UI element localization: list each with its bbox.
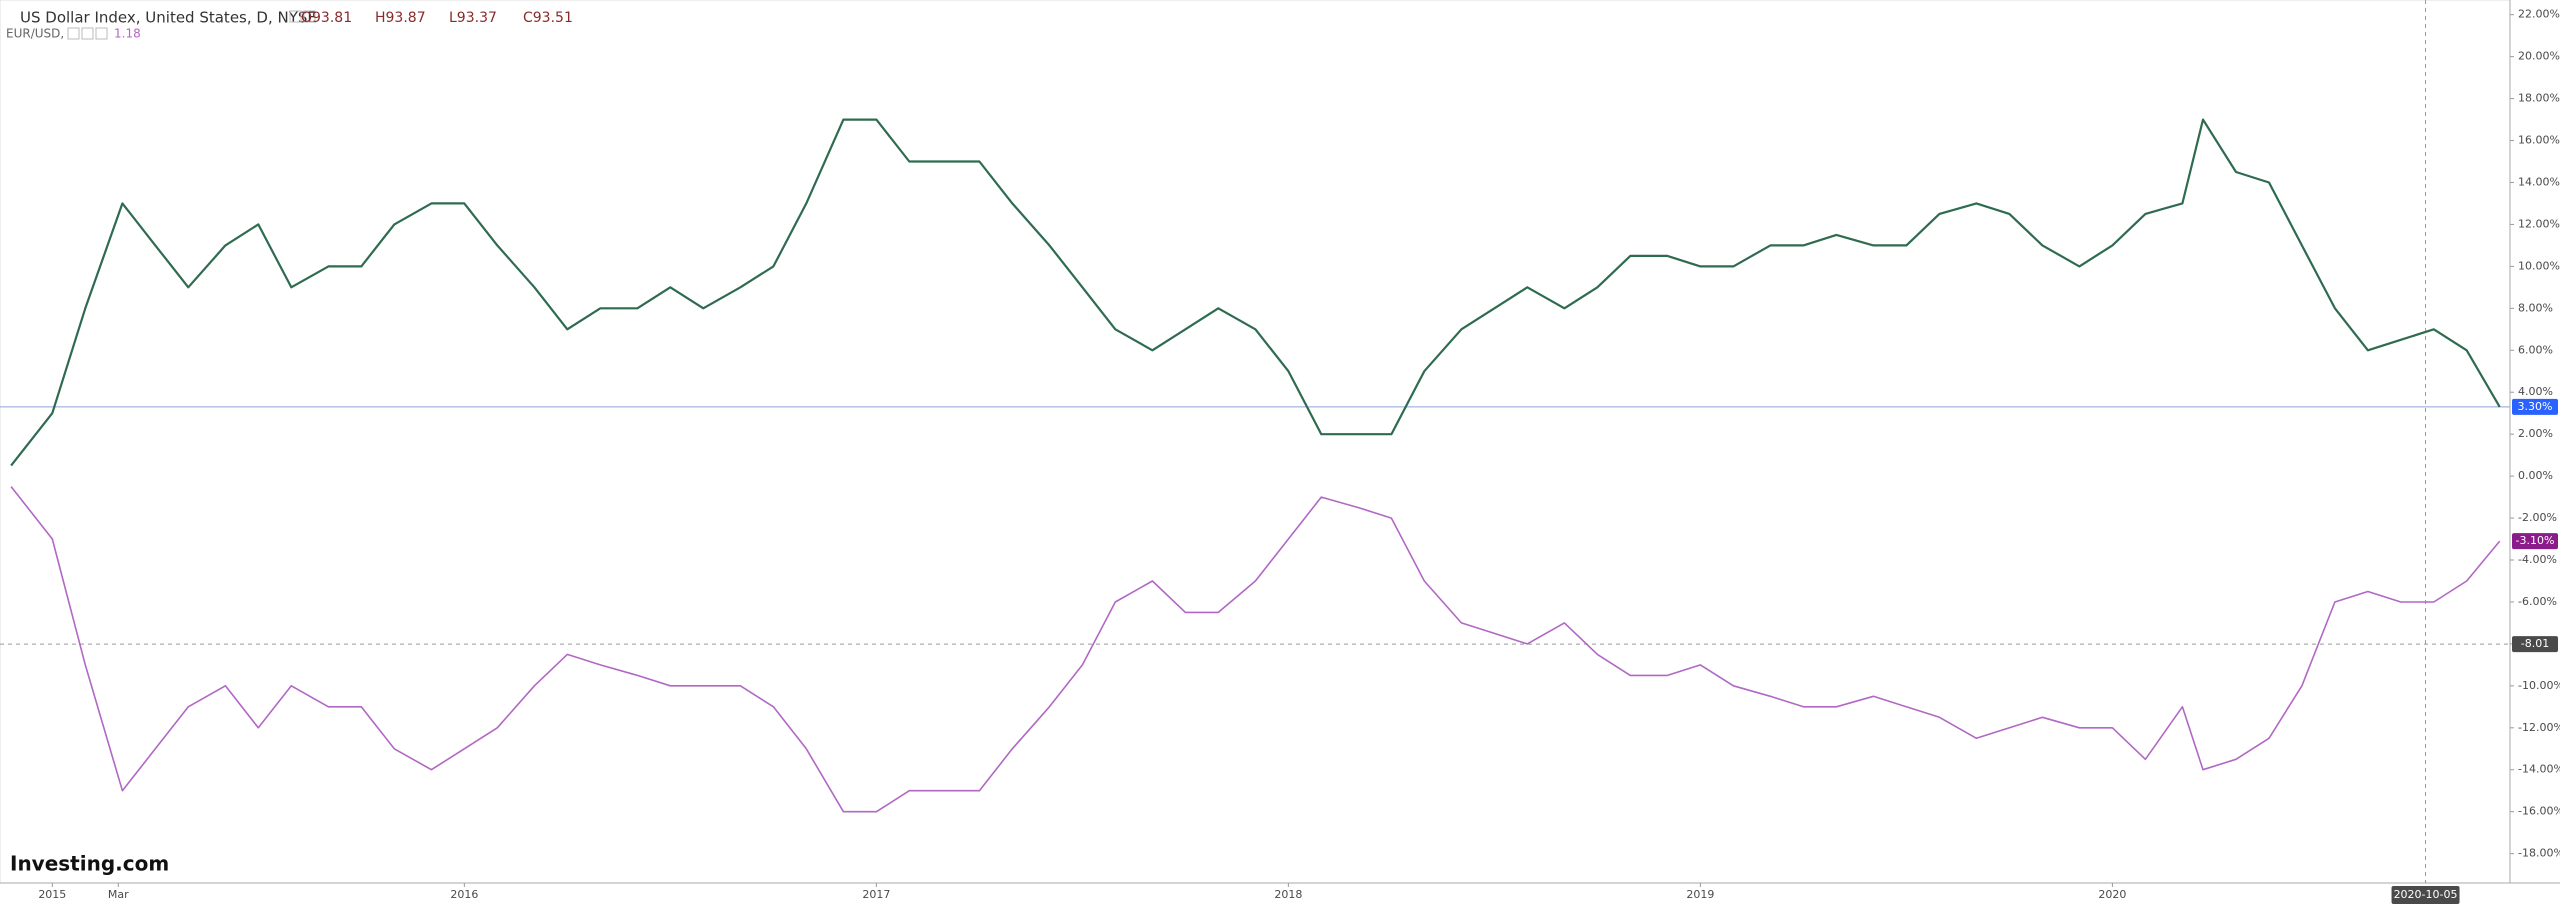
y-tick-label: 22.00% [2518,8,2560,21]
y-tick-label: 4.00% [2518,385,2553,398]
y-tick-label: -14.00% [2518,763,2560,776]
y-tick-label: 18.00% [2518,92,2560,105]
plot-area [0,0,2511,884]
eye-icon[interactable] [67,27,80,40]
y-tick-label: 16.00% [2518,134,2560,147]
y-tick-label: 6.00% [2518,343,2553,356]
x-tick-label: 2016 [450,888,478,901]
ohlc-label: O93.81 [301,10,352,26]
series-line [10,118,2501,467]
settings-icon[interactable] [303,10,316,23]
x-tick-label: 2015 [38,888,66,901]
remove-icon[interactable] [95,27,108,40]
y-tick-label: 14.00% [2518,175,2560,188]
y-tick-label: -16.00% [2518,805,2560,818]
y-tick-label: -12.00% [2518,721,2560,734]
y-tick-label: 12.00% [2518,217,2560,230]
settings-icon[interactable] [81,27,94,40]
x-tick-label: 2019 [1686,888,1714,901]
ohlc-label: H93.87 [375,10,426,26]
last-value-tag [2512,533,2558,550]
y-tick-label: -4.00% [2518,553,2557,566]
compare-label: EUR/USD, [6,27,64,41]
x-tick-label: 2017 [862,888,890,901]
eye-icon[interactable] [289,10,302,23]
last-value-tag [2512,398,2558,415]
y-tick-label: 0.00% [2518,469,2553,482]
y-tick-label: 2.00% [2518,427,2553,440]
x-tick-label: 2020 [2098,888,2126,901]
crosshair-y-label: -8.01 [2521,637,2549,650]
ohlc-label: L93.37 [449,10,497,26]
y-tick-label: -18.00% [2518,847,2560,860]
y-tick-label: 20.00% [2518,50,2560,63]
last-value-label: 3.30% [2518,400,2553,413]
y-tick-label: 10.00% [2518,259,2560,272]
crosshair-x-label: 2020-10-05 [2394,888,2458,901]
crosshair-x-tag [2391,886,2460,904]
compare-value: 1.18 [114,27,141,41]
y-tick-label: -10.00% [2518,679,2560,692]
series-line [10,486,2501,813]
chart-title: US Dollar Index, United States, D, NYSE [20,9,317,27]
ohlc-label: C93.51 [523,10,573,26]
y-tick-label: -2.00% [2518,511,2557,524]
last-value-label: -3.10% [2516,534,2555,547]
y-tick-label: -6.00% [2518,595,2557,608]
logo: Investing.com [10,852,169,876]
x-tick-label: 2018 [1274,888,1302,901]
crosshair-y-tag [2512,636,2558,653]
x-tick-label: Mar [108,888,129,901]
y-tick-label: 8.00% [2518,301,2553,314]
